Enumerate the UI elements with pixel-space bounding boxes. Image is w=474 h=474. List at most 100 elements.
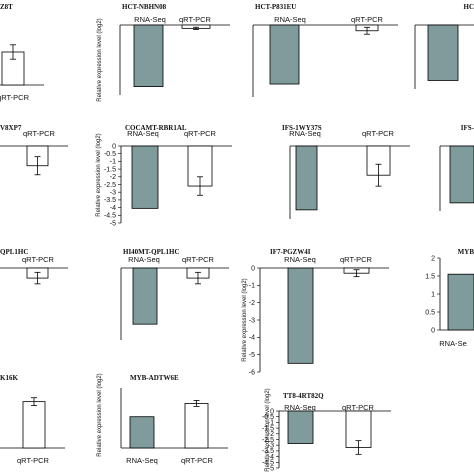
category-label: qRT-PCR (179, 15, 212, 24)
rna-seq-bar (269, 24, 300, 85)
y-tick-label: 2 (431, 255, 435, 262)
panel-title: QPL1HC (0, 248, 28, 256)
category-label: qRT-PCR (0, 93, 30, 102)
y-tick-label: -4 (268, 454, 274, 461)
chart-panel-p3: HCT-P831EU RNA-Seq qRT-PCR (252, 3, 398, 97)
y-tick-label: -2 (110, 174, 116, 181)
category-label: qRT-PCR (182, 255, 215, 264)
category-label: RNA-Se (439, 339, 467, 348)
rna-seq-bar (287, 267, 314, 364)
panel-title: K16K (0, 374, 18, 382)
y-tick-label: -1.5 (262, 425, 274, 432)
rna-seq-bar (129, 416, 155, 449)
y-axis-label: Relative expression level (log2) (97, 18, 103, 101)
category-label: qRT-PCR (351, 15, 384, 24)
y-tick-label: -4 (110, 205, 116, 212)
y-tick-label: 1.5 (425, 273, 435, 280)
chart-panel-p8: IFS- (439, 124, 474, 211)
y-tick-label: -2 (268, 431, 274, 438)
y-tick-label: -3.5 (262, 448, 274, 455)
y-tick-label: -1 (268, 420, 274, 427)
y-tick-label: 0 (112, 143, 116, 150)
panel-title: TT8-4RT82Q (283, 392, 324, 400)
qrt-pcr-bar (184, 403, 209, 449)
rna-seq-bar (295, 145, 318, 211)
y-tick-label: 1 (431, 291, 435, 298)
panel-title: IF7-PGZW4I (270, 248, 311, 256)
category-label: qRT-PCR (184, 129, 217, 138)
y-tick-label: -2 (249, 300, 255, 307)
category-label: RNA-Seq (289, 129, 321, 138)
chart-panel-p15: TT8-4RT82Q 0-0.5-1-1.5-2-2.5-3-3.5-4-4.5-… (262, 388, 391, 472)
category-label: RNA-Seq (126, 456, 158, 465)
category-label: qRT-PCR (23, 129, 56, 138)
panel-title: MYB-ADTW6E (130, 374, 179, 382)
chart-panel-p11: IF7-PGZW4I 0 -1 -2 -3 -4 -5 -6 Relative expressi… (242, 248, 389, 376)
chart-panel-p14: MYB-ADTW6E Relative expression level (log… (97, 373, 228, 465)
y-tick-label: 0.5 (425, 309, 435, 316)
category-label: RNA-Seq (284, 255, 316, 264)
y-axis-label: Relative expression level (log2) (97, 373, 103, 456)
y-tick-label: -6 (249, 369, 255, 376)
panel-title: Z8T (0, 3, 13, 11)
category-label: RNA-Seq (127, 129, 159, 138)
panel-title: COCAMT-RBR1AL (125, 124, 187, 132)
y-tick-label: -3.5 (104, 197, 116, 204)
y-tick-label: -4.5 (104, 213, 116, 220)
y-axis-label: Relative expression level (log2) (96, 133, 102, 216)
panel-title: V8XP7 (0, 124, 22, 132)
panel-title: HI40MT-QPL1HC (123, 248, 180, 256)
panel-title: MYB (458, 248, 474, 256)
rna-seq-bar (131, 145, 159, 209)
y-tick-label: -0.5 (262, 414, 274, 421)
category-label: RNA-Seq (128, 255, 160, 264)
y-tick-label: -5 (249, 352, 255, 359)
category-label: qRT-PCR (22, 255, 55, 264)
panel-title: HC (464, 3, 474, 11)
y-tick-label: 0 (431, 327, 435, 334)
category-label: RNA-Seq (274, 15, 306, 24)
rna-seq-bar (133, 24, 164, 87)
panel-title: IFS-1WY37S (282, 124, 322, 132)
y-tick-label: -5 (268, 465, 274, 472)
y-tick-label: -2.5 (262, 437, 274, 444)
y-tick-label: 0 (251, 265, 255, 272)
rna-seq-bar (447, 273, 474, 331)
category-label: qRT-PCR (340, 255, 373, 264)
y-tick-label: -4 (249, 335, 255, 342)
panel-title: HCT-NBHN08 (122, 3, 167, 11)
category-label: qRT-PCR (342, 403, 375, 412)
rna-seq-bar (449, 145, 474, 204)
category-label: RNA-Seq (134, 15, 166, 24)
y-tick-label: -1.5 (104, 166, 116, 173)
rna-seq-bar (427, 24, 459, 81)
y-tick-label: -3 (268, 443, 274, 450)
y-tick-label: -2.5 (104, 182, 116, 189)
chart-panel-p2: HCT-NBHN08 Relative expression level (log… (97, 3, 230, 102)
y-tick-label: -5 (110, 220, 116, 227)
chart-panel-p4: HC (414, 3, 474, 89)
rna-seq-bar (287, 410, 314, 444)
y-axis-label: Relative expression level (log2) (265, 388, 271, 471)
y-tick-label: -3 (110, 190, 116, 197)
category-label: qRT-PCR (181, 456, 214, 465)
y-axis-label: Relative expression level (log2) (242, 278, 248, 361)
chart-panel-p13: K16K qRT-PCR (0, 374, 65, 465)
chart-panel-p1: Z8T qRT-PCR (0, 3, 44, 102)
y-tick-label: -3 (249, 317, 255, 324)
y-tick-label: 0 (270, 408, 274, 415)
y-tick-label: -4.5 (262, 460, 274, 467)
chart-panel-p6: COCAMT-RBR1AL 0-0.5-1-1.5-2-2.5-3-3.5-4-4… (96, 124, 232, 227)
panel-title: IFS- (461, 124, 474, 132)
y-tick-label: -1 (249, 283, 255, 290)
y-tick-label: -1 (110, 159, 116, 166)
qrt-pcr-bar (22, 401, 46, 449)
category-label: qRT-PCR (17, 456, 50, 465)
chart-panel-p12: MYB 0 0.5 1 1.5 2 RNA-Se (425, 248, 474, 348)
category-label: qRT-PCR (362, 129, 395, 138)
panel-title: HCT-P831EU (255, 3, 296, 11)
